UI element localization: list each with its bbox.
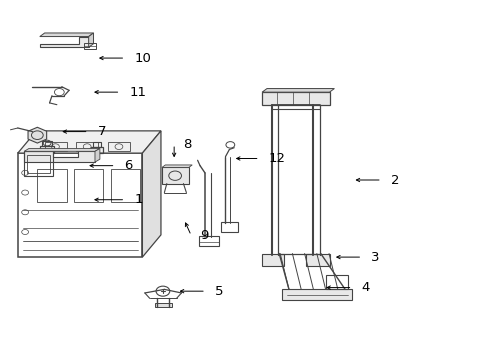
Text: 1: 1 <box>134 193 143 206</box>
Text: 2: 2 <box>391 174 399 186</box>
Polygon shape <box>24 148 100 151</box>
Bar <box>93 142 101 147</box>
Text: 3: 3 <box>371 251 380 264</box>
Bar <box>84 42 96 49</box>
Polygon shape <box>282 289 352 300</box>
Text: 5: 5 <box>215 285 223 298</box>
Polygon shape <box>18 131 161 153</box>
Polygon shape <box>28 127 47 143</box>
Polygon shape <box>262 253 284 266</box>
Bar <box>326 275 347 289</box>
Polygon shape <box>95 148 100 162</box>
Polygon shape <box>40 37 89 47</box>
Polygon shape <box>262 89 334 92</box>
Bar <box>45 142 67 151</box>
Text: 6: 6 <box>124 159 133 172</box>
Bar <box>26 155 50 173</box>
Bar <box>220 222 238 232</box>
Polygon shape <box>155 303 172 307</box>
Polygon shape <box>306 253 330 266</box>
Bar <box>91 147 103 153</box>
Bar <box>40 146 54 153</box>
Polygon shape <box>89 33 94 47</box>
Text: 7: 7 <box>98 125 106 138</box>
Text: 8: 8 <box>183 138 191 150</box>
Polygon shape <box>162 167 189 184</box>
Bar <box>199 236 219 246</box>
Text: 9: 9 <box>200 229 208 242</box>
Bar <box>18 153 143 257</box>
Polygon shape <box>24 151 95 162</box>
Bar <box>76 142 98 151</box>
Bar <box>108 142 130 151</box>
Polygon shape <box>162 165 192 167</box>
Bar <box>24 150 53 176</box>
Bar <box>37 169 67 202</box>
Text: 11: 11 <box>129 86 146 99</box>
Polygon shape <box>262 92 330 105</box>
Text: 10: 10 <box>134 51 151 64</box>
Bar <box>74 169 103 202</box>
Bar <box>111 169 140 202</box>
Polygon shape <box>40 33 94 37</box>
Text: 4: 4 <box>361 281 369 294</box>
Polygon shape <box>143 131 161 257</box>
Bar <box>42 140 52 146</box>
Text: 12: 12 <box>269 152 286 165</box>
